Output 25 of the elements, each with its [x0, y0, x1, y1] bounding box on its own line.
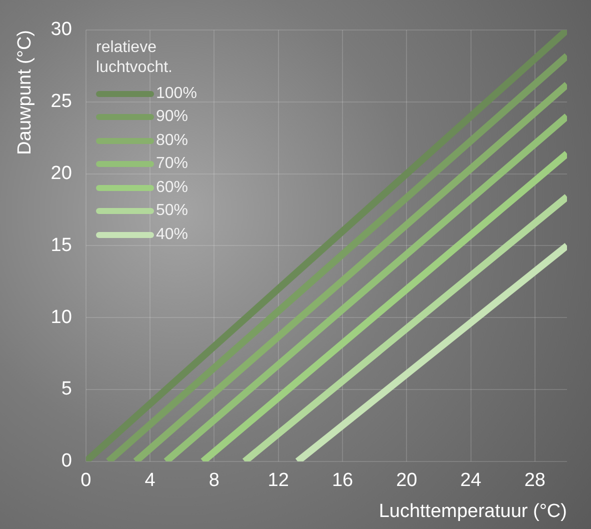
x-tick-label: 20: [396, 470, 418, 492]
x-axis-title: Luchttemperatuur (°C): [378, 500, 567, 522]
legend-title: relatieve luchtvocht.: [96, 38, 174, 78]
x-tick-label: 4: [144, 470, 156, 492]
y-tick-label: 30: [50, 19, 72, 40]
y-axis-title: Dauwpunt (°C): [14, 30, 36, 155]
legend-label: 90%: [156, 108, 188, 126]
x-tick-label: 8: [208, 470, 220, 492]
x-tick-label: 24: [460, 470, 482, 492]
y-tick-label: 0: [61, 450, 72, 472]
legend-label: 70%: [156, 155, 188, 174]
x-tick-label: 28: [524, 470, 546, 492]
x-tick-label: 0: [80, 470, 92, 492]
y-tick-label: 5: [61, 378, 72, 400]
y-tick-label: 25: [50, 91, 72, 112]
legend-label: 80%: [156, 132, 188, 150]
y-tick-label: 15: [50, 234, 72, 256]
y-tick-label: 10: [50, 306, 72, 328]
legend-label: 40%: [156, 226, 188, 244]
legend-label: 100%: [156, 84, 197, 103]
x-tick-label: 12: [268, 470, 289, 492]
x-tick-label: 16: [332, 470, 354, 492]
legend-label: 50%: [156, 202, 188, 220]
y-tick-label: 20: [50, 163, 72, 184]
legend-label: 60%: [156, 178, 188, 197]
